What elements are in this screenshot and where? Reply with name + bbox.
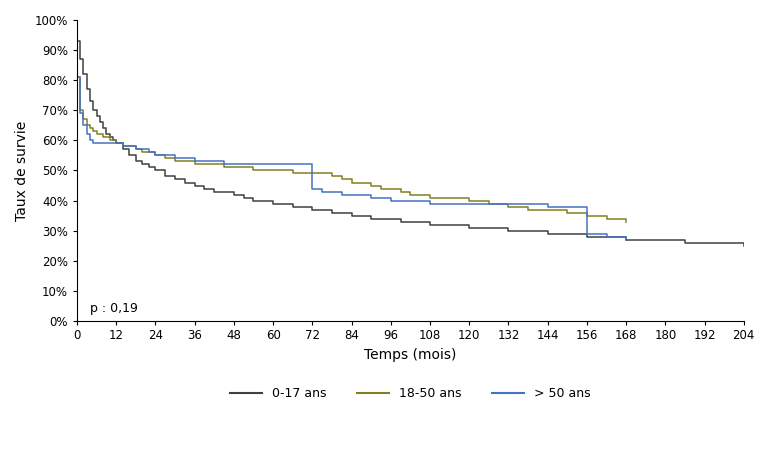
18-50 ans (621, 219, 631, 225)
18-50 ans (327, 174, 336, 179)
0-17 ans (138, 162, 147, 167)
> 50 ans (75, 111, 85, 116)
Line: 0-17 ans: 0-17 ans (77, 41, 744, 246)
0-17 ans (89, 107, 98, 113)
Y-axis label: Taux de survie: Taux de survie (15, 120, 29, 220)
0-17 ans (72, 38, 82, 44)
0-17 ans (112, 140, 121, 146)
> 50 ans (308, 186, 317, 191)
Line: > 50 ans: > 50 ans (77, 77, 626, 239)
18-50 ans (75, 107, 85, 113)
Line: 18-50 ans: 18-50 ans (77, 77, 626, 222)
18-50 ans (72, 74, 82, 80)
> 50 ans (327, 189, 336, 194)
> 50 ans (278, 162, 287, 167)
18-50 ans (308, 171, 317, 176)
X-axis label: Temps (mois): Temps (mois) (364, 348, 457, 362)
Legend: 0-17 ans, 18-50 ans, > 50 ans: 0-17 ans, 18-50 ans, > 50 ans (226, 382, 595, 405)
> 50 ans (621, 237, 631, 242)
0-17 ans (337, 210, 346, 215)
18-50 ans (278, 168, 287, 173)
Text: p : 0,19: p : 0,19 (90, 302, 138, 315)
0-17 ans (739, 243, 748, 248)
18-50 ans (170, 159, 179, 164)
18-50 ans (386, 186, 395, 191)
> 50 ans (72, 74, 82, 80)
0-17 ans (582, 234, 591, 239)
> 50 ans (170, 156, 179, 161)
> 50 ans (386, 198, 395, 203)
0-17 ans (720, 240, 729, 246)
